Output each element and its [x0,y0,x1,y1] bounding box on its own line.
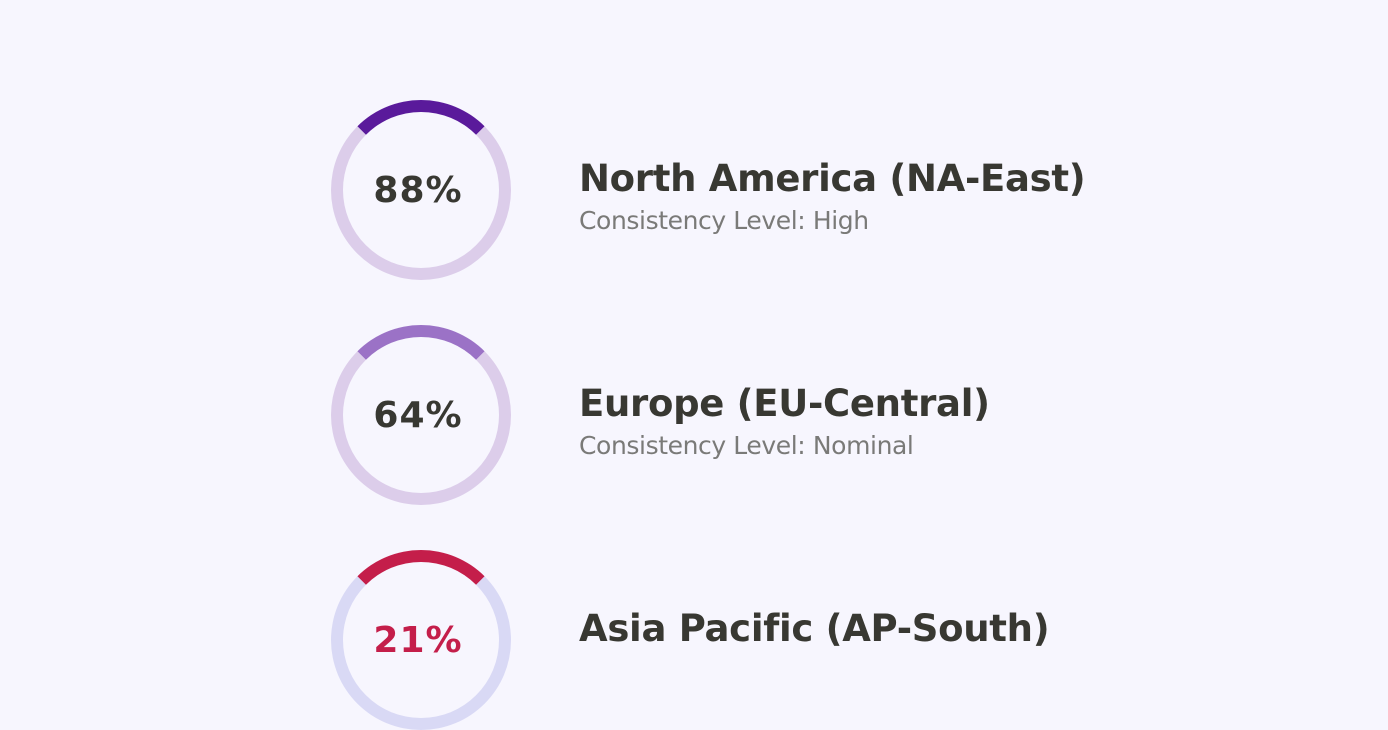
consistency-percent: 21% [373,619,463,661]
consistency-gauge: 88% [331,100,511,280]
region-title: Asia Pacific (AP-South) [579,607,1050,650]
region-row-na-east: 88% North America (NA-East) Consistency … [331,100,1231,280]
region-row-eu-central: 64% Europe (EU-Central) Consistency Leve… [331,325,1231,505]
region-info: Asia Pacific (AP-South) [579,606,1050,654]
consistency-gauge: 64% [331,325,511,505]
consistency-level: Consistency Level: Nominal [579,431,914,460]
consistency-percent: 64% [373,394,463,436]
region-info: Europe (EU-Central) Consistency Level: N… [579,381,990,463]
consistency-percent: 88% [373,169,463,211]
consistency-level: Consistency Level: High [579,206,869,235]
region-row-ap-south: 21% Asia Pacific (AP-South) [331,550,1231,730]
consistency-gauge: 21% [331,550,511,730]
region-title: North America (NA-East) [579,157,1086,200]
region-info: North America (NA-East) Consistency Leve… [579,156,1086,238]
region-title: Europe (EU-Central) [579,382,990,425]
